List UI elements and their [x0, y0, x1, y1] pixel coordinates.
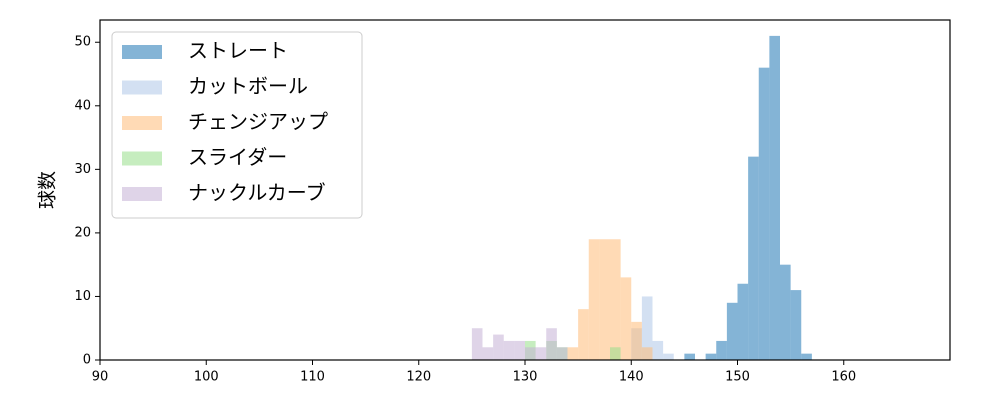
legend-swatch — [122, 187, 162, 201]
legend-label: スライダー — [188, 145, 287, 169]
legend-label: ナックルカーブ — [188, 181, 326, 205]
bar — [610, 347, 621, 360]
bar — [801, 353, 812, 360]
x-tick-label: 160 — [831, 370, 856, 385]
legend-box — [111, 31, 363, 219]
bar — [471, 328, 483, 360]
bar — [641, 296, 653, 360]
bar — [578, 309, 589, 360]
bar — [503, 340, 515, 360]
legend-swatch — [122, 80, 162, 95]
x-tick-label: 100 — [194, 370, 219, 385]
bar — [599, 239, 610, 360]
bar — [737, 283, 749, 360]
x-tick-label: 120 — [406, 370, 431, 385]
x-tick-label: 140 — [619, 370, 644, 385]
bar — [726, 302, 738, 360]
legend-swatch — [122, 116, 162, 130]
bar — [769, 35, 780, 361]
x-tick-label: 90 — [92, 370, 109, 385]
bar — [610, 239, 621, 360]
y-tick-label: 40 — [74, 98, 91, 113]
bar — [641, 347, 653, 360]
bar — [588, 239, 600, 360]
x-tick-label: 130 — [513, 370, 538, 385]
legend-label: チェンジアップ — [188, 110, 328, 134]
bar — [790, 290, 802, 360]
x-tick-label: 150 — [725, 370, 750, 385]
bar — [780, 264, 791, 360]
legend-label: ストレート — [188, 39, 288, 63]
legend-label: カットボール — [188, 74, 308, 98]
y-tick-label: 30 — [74, 162, 91, 177]
y-tick-label: 0 — [83, 353, 91, 368]
bar — [567, 347, 579, 360]
legend-swatch — [122, 45, 162, 59]
bar — [525, 347, 536, 360]
y-axis-label: 球数 — [37, 171, 59, 209]
y-tick-label: 20 — [74, 225, 91, 240]
bar — [652, 340, 664, 360]
bar — [748, 156, 759, 360]
bar — [514, 340, 525, 360]
bar — [684, 353, 695, 360]
bar — [493, 334, 504, 360]
y-tick-label: 10 — [74, 289, 91, 304]
bar — [620, 277, 632, 360]
bar — [482, 347, 494, 360]
bar — [556, 347, 568, 360]
bar — [716, 340, 727, 360]
bar — [705, 353, 717, 360]
y-tick-label: 50 — [74, 35, 91, 50]
bar — [758, 67, 770, 361]
bar — [631, 321, 642, 360]
bar — [663, 353, 674, 360]
legend-swatch — [122, 151, 162, 166]
bar — [535, 347, 547, 360]
bar — [546, 328, 557, 360]
x-tick-label: 110 — [300, 370, 325, 385]
